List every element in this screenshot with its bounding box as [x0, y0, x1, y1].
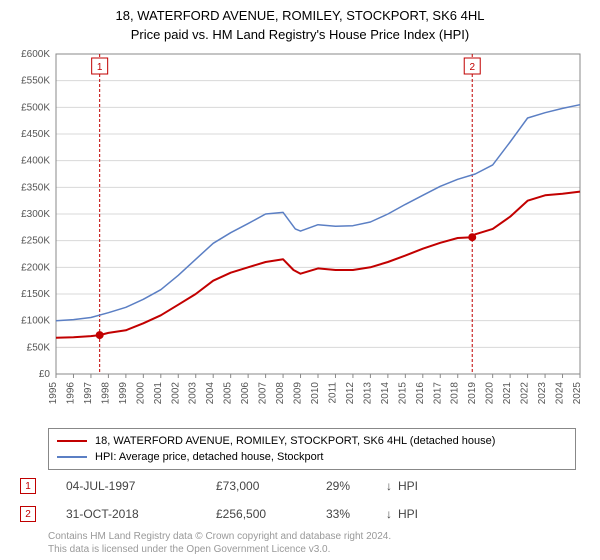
svg-text:2012: 2012 — [345, 382, 356, 405]
legend: 18, WATERFORD AVENUE, ROMILEY, STOCKPORT… — [48, 428, 576, 470]
svg-text:£250K: £250K — [21, 236, 50, 247]
arrow-down-icon: ↓ — [386, 479, 392, 493]
svg-text:2003: 2003 — [188, 382, 199, 405]
svg-text:£500K: £500K — [21, 102, 50, 113]
svg-text:2024: 2024 — [555, 382, 566, 405]
svg-text:2017: 2017 — [432, 382, 443, 405]
legend-row-hpi: HPI: Average price, detached house, Stoc… — [57, 449, 567, 465]
marker-pct-2: 33% — [326, 507, 386, 521]
svg-text:2015: 2015 — [397, 382, 408, 405]
svg-text:£0: £0 — [39, 369, 51, 380]
footnote: Contains HM Land Registry data © Crown c… — [48, 531, 578, 556]
title-block: 18, WATERFORD AVENUE, ROMILEY, STOCKPORT… — [0, 0, 600, 42]
svg-text:2021: 2021 — [502, 382, 513, 405]
marker-price-2: £256,500 — [216, 507, 326, 521]
svg-text:2005: 2005 — [223, 382, 234, 405]
svg-text:£400K: £400K — [21, 156, 50, 167]
legend-row-property: 18, WATERFORD AVENUE, ROMILEY, STOCKPORT… — [57, 433, 567, 449]
svg-text:2008: 2008 — [275, 382, 286, 405]
marker-hpi-2: HPI — [398, 507, 458, 521]
svg-text:1996: 1996 — [65, 382, 76, 405]
legend-swatch-hpi — [57, 456, 87, 458]
svg-text:2006: 2006 — [240, 382, 251, 405]
marker-box-2: 2 — [20, 506, 36, 522]
marker-row-1: 1 04-JUL-1997 £73,000 29% ↓ HPI — [20, 472, 580, 500]
svg-text:2016: 2016 — [415, 382, 426, 405]
svg-text:1999: 1999 — [118, 382, 129, 405]
marker-table: 1 04-JUL-1997 £73,000 29% ↓ HPI 2 31-OCT… — [20, 472, 580, 528]
svg-text:2023: 2023 — [537, 382, 548, 405]
legend-swatch-property — [57, 440, 87, 442]
svg-text:£50K: £50K — [27, 342, 51, 353]
svg-text:1: 1 — [97, 62, 103, 73]
legend-label-hpi: HPI: Average price, detached house, Stoc… — [95, 451, 324, 463]
line-chart-svg: £0 £50K £100K £150K £200K £250K £300K £350K £400… — [8, 48, 592, 418]
svg-text:£200K: £200K — [21, 262, 50, 273]
legend-label-property: 18, WATERFORD AVENUE, ROMILEY, STOCKPORT… — [95, 435, 495, 447]
svg-text:£600K: £600K — [21, 49, 50, 60]
svg-text:2009: 2009 — [293, 382, 304, 405]
svg-text:2019: 2019 — [467, 382, 478, 405]
svg-text:£150K: £150K — [21, 289, 50, 300]
svg-text:2002: 2002 — [170, 382, 181, 405]
svg-text:2004: 2004 — [205, 382, 216, 405]
svg-text:2025: 2025 — [572, 382, 583, 405]
svg-text:2000: 2000 — [135, 382, 146, 405]
marker-date-1: 04-JUL-1997 — [66, 479, 216, 493]
svg-text:2018: 2018 — [450, 382, 461, 405]
chart-area: £0 £50K £100K £150K £200K £250K £300K £350K £400… — [8, 48, 592, 418]
chart-container: 18, WATERFORD AVENUE, ROMILEY, STOCKPORT… — [0, 0, 600, 560]
svg-text:2010: 2010 — [310, 382, 321, 405]
arrow-down-icon: ↓ — [386, 507, 392, 521]
marker-hpi-1: HPI — [398, 479, 458, 493]
svg-text:2011: 2011 — [327, 382, 338, 404]
svg-text:£550K: £550K — [21, 76, 50, 87]
svg-text:2007: 2007 — [258, 382, 269, 405]
svg-text:1997: 1997 — [83, 382, 94, 405]
svg-text:£450K: £450K — [21, 129, 50, 140]
svg-text:1998: 1998 — [100, 382, 111, 405]
marker-date-2: 31-OCT-2018 — [66, 507, 216, 521]
marker-pct-1: 29% — [326, 479, 386, 493]
svg-text:2014: 2014 — [380, 382, 391, 405]
marker-price-1: £73,000 — [216, 479, 326, 493]
marker-box-1: 1 — [20, 478, 36, 494]
svg-text:£100K: £100K — [21, 316, 50, 327]
svg-text:2001: 2001 — [153, 382, 164, 405]
svg-text:1995: 1995 — [48, 382, 59, 405]
footnote-line-1: Contains HM Land Registry data © Crown c… — [48, 531, 578, 544]
svg-text:£350K: £350K — [21, 182, 50, 193]
footnote-line-2: This data is licensed under the Open Gov… — [48, 544, 578, 557]
marker-row-2: 2 31-OCT-2018 £256,500 33% ↓ HPI — [20, 500, 580, 528]
svg-text:2013: 2013 — [362, 382, 373, 405]
svg-text:2: 2 — [469, 62, 475, 73]
title-line-2: Price paid vs. HM Land Registry's House … — [0, 27, 600, 42]
svg-text:£300K: £300K — [21, 209, 50, 220]
svg-text:2022: 2022 — [520, 382, 531, 405]
title-line-1: 18, WATERFORD AVENUE, ROMILEY, STOCKPORT… — [0, 8, 600, 23]
svg-text:2020: 2020 — [485, 382, 496, 405]
